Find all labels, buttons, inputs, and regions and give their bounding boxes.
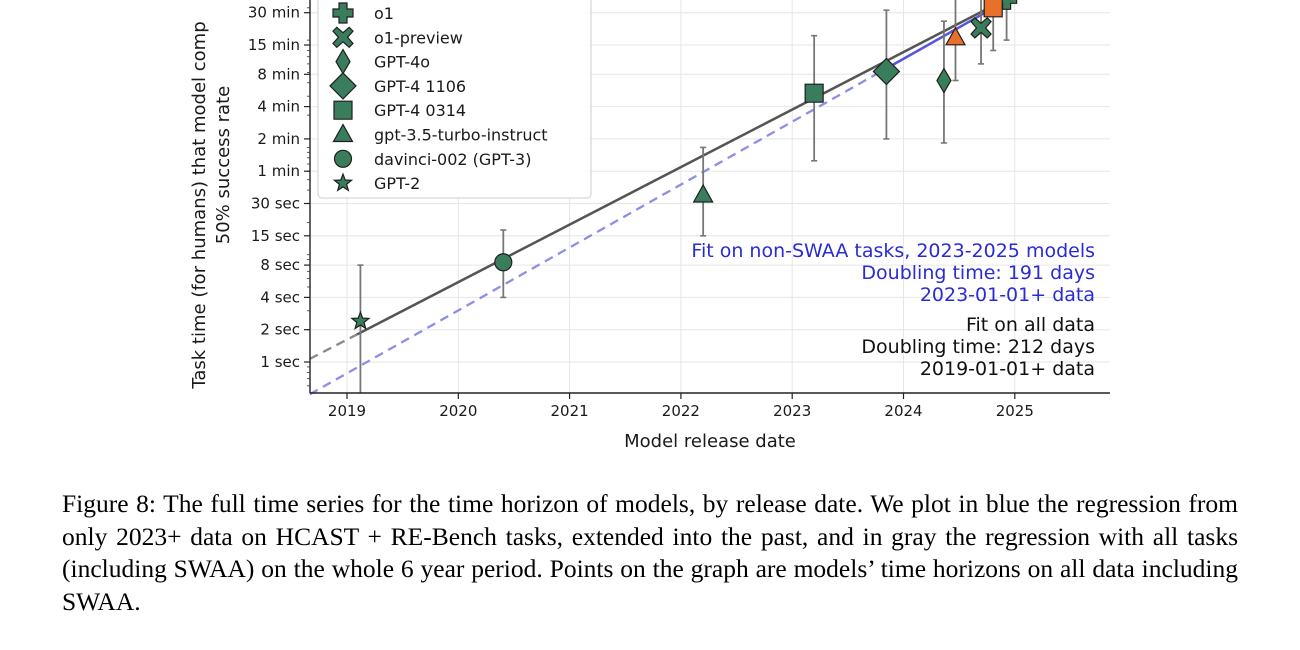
gray-fit-annotation: Fit on all data	[966, 314, 1095, 336]
y-tick-label: 2 sec	[260, 321, 300, 339]
legend-label: GPT-4 0314	[374, 101, 466, 120]
y-tick-label: 30 sec	[251, 195, 300, 213]
fit-lines	[309, 0, 1011, 396]
legend-label: o1-preview	[374, 28, 463, 47]
x-tick-label: 2025	[996, 402, 1034, 420]
legend-marker-triangle	[332, 123, 354, 143]
point-gpt-3-5-turbo-instruct	[692, 183, 714, 203]
legend-label: GPT-4 1106	[374, 77, 466, 96]
x-tick-label: 2023	[773, 402, 811, 420]
legend-label: o1	[374, 4, 394, 23]
legend-marker-diamond	[329, 72, 357, 100]
x-tick-label: 2024	[884, 402, 922, 420]
gray-fit-annotation: Doubling time: 212 days	[861, 336, 1095, 358]
point-gpt-4-0314	[804, 83, 824, 103]
y-axis-subtitle: 50% success rate	[213, 86, 234, 244]
x-tick-label: 2020	[439, 402, 477, 420]
y-tick-label: 15 min	[248, 36, 300, 54]
x-tick-label: 2022	[662, 402, 700, 420]
y-tick-label: 8 sec	[260, 256, 300, 274]
y-tick-label: 8 min	[257, 65, 300, 83]
point-o1-preview	[970, 17, 992, 39]
y-tick-label: 30 min	[248, 4, 300, 22]
x-axis-title: Model release date	[624, 431, 796, 452]
y-tick-label: 4 min	[257, 98, 300, 116]
grid-lines	[310, 0, 1110, 393]
point-gpt-4-1106	[872, 57, 901, 86]
gray-fit-annotation: 2019-01-01+ data	[920, 358, 1095, 380]
point-gpt-4o	[936, 67, 952, 94]
point-orange-triangle	[944, 26, 967, 46]
point-gpt-2	[350, 310, 371, 330]
legend-marker-square	[333, 100, 353, 120]
y-tick-label: 4 sec	[260, 288, 300, 306]
legend-marker-x	[332, 26, 354, 49]
blue-fit-annotation: 2023-01-01+ data	[920, 284, 1095, 306]
data-points	[350, 0, 1018, 330]
legend-label: gpt-3.5-turbo-instruct	[374, 126, 548, 145]
blue-fit-annotation: Fit on non-SWAA tasks, 2023-2025 models	[691, 240, 1095, 262]
y-tick-label: 2 min	[257, 130, 300, 148]
legend-label: GPT-2	[374, 174, 420, 193]
x-tick-label: 2019	[328, 402, 366, 420]
fit-annotations: Fit on non-SWAA tasks, 2023-2025 modelsD…	[691, 240, 1095, 380]
legend: o1 o1-preview GPT-4o GPT-4 1106 GPT-4 0314 gp…	[317, 0, 592, 199]
gray-fit-line-solid	[356, 0, 1008, 336]
blue-fit-annotation: Doubling time: 191 days	[861, 262, 1095, 284]
legend-marker-star	[332, 172, 354, 192]
legend-label: davinci-002 (GPT-3)	[374, 150, 531, 169]
figure-caption: Figure 8: The full time series for the t…	[62, 489, 1238, 616]
y-tick-label: 1 min	[257, 162, 300, 180]
legend-marker-circle	[333, 149, 353, 168]
y-axis-title: Task time (for humans) that model comp	[189, 21, 210, 389]
point-davinci-002-gpt-3-	[494, 253, 513, 272]
legend-marker-plus	[332, 2, 354, 24]
point-orange-square	[983, 0, 1003, 18]
time-horizon-chart: 1 sec 2 sec 4 sec 8 sec 15 sec 30 sec 1 min 2 m…	[189, 0, 1110, 452]
blue-fit-line-dashed	[309, 65, 891, 396]
legend-label: GPT-4o	[374, 53, 430, 72]
y-tick-label: 15 sec	[251, 227, 300, 245]
y-tick-label: 1 sec	[260, 353, 300, 371]
axes: 1 sec 2 sec 4 sec 8 sec 15 sec 30 sec 1 min 2 m…	[189, 0, 1110, 452]
blue-fit-line-solid	[889, 0, 1011, 68]
gray-fit-line-dashed	[309, 333, 358, 360]
legend-box	[317, 0, 592, 199]
x-tick-label: 2021	[551, 402, 589, 420]
